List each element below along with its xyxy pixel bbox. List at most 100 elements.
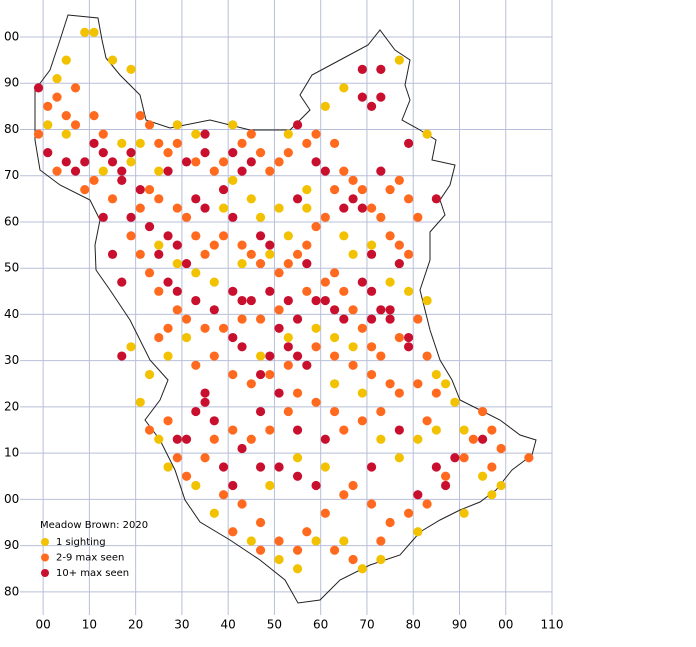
dot <box>181 471 192 481</box>
legend: 1 sighting 2-9 max seen 10+ max seen <box>41 537 129 579</box>
dot <box>265 480 275 491</box>
dot <box>246 249 256 259</box>
dot <box>413 527 423 537</box>
legend-marker <box>41 569 49 577</box>
dot <box>329 138 340 148</box>
dot <box>154 434 164 444</box>
dot <box>265 240 275 250</box>
dot <box>163 462 173 472</box>
dot <box>302 240 312 250</box>
dot <box>357 564 367 574</box>
dot <box>283 129 293 139</box>
dot <box>283 258 293 269</box>
dot <box>191 129 201 139</box>
dot <box>524 453 534 463</box>
dot <box>209 305 219 315</box>
dot <box>376 434 386 444</box>
dot <box>366 249 377 259</box>
dot <box>52 92 62 102</box>
dot <box>348 360 358 370</box>
dot <box>237 295 247 306</box>
dot <box>348 554 358 565</box>
dot <box>385 379 395 389</box>
dot <box>274 305 284 315</box>
y-tick-label: 40 <box>4 307 19 321</box>
dot <box>385 277 395 287</box>
y-tick-label: 00 <box>4 29 19 43</box>
dot <box>320 508 330 518</box>
dot <box>478 471 488 481</box>
dot <box>357 416 367 426</box>
dot <box>135 138 145 148</box>
dot <box>154 249 164 259</box>
dot <box>200 249 210 259</box>
dot <box>320 295 330 306</box>
y-tick-label: 80 <box>4 122 19 136</box>
dot <box>191 268 201 278</box>
dot <box>274 388 284 398</box>
dot <box>292 120 303 130</box>
dot <box>200 147 210 158</box>
dot <box>181 212 192 222</box>
dot <box>228 147 238 158</box>
dot <box>459 453 469 463</box>
dot <box>302 258 312 269</box>
dot <box>302 360 312 370</box>
dot <box>218 323 229 333</box>
dot <box>292 453 303 463</box>
dot <box>329 268 340 278</box>
x-tick-label: 70 <box>359 618 374 632</box>
dot <box>126 212 136 222</box>
dot <box>274 157 284 167</box>
dot <box>385 184 395 195</box>
dot <box>311 342 321 352</box>
dot <box>246 194 256 204</box>
county-outline <box>34 14 537 604</box>
dot <box>394 388 404 398</box>
dot <box>52 74 62 84</box>
dot <box>376 554 386 565</box>
dot <box>376 351 386 361</box>
dot <box>135 397 145 407</box>
dot <box>218 203 229 213</box>
dot <box>209 508 219 518</box>
dot <box>246 157 256 167</box>
dot <box>329 305 340 315</box>
dot <box>339 203 349 213</box>
dot <box>413 379 423 389</box>
dot <box>228 120 238 130</box>
dot <box>89 175 99 185</box>
dot <box>422 129 432 139</box>
dot <box>200 129 210 139</box>
dot <box>237 443 247 454</box>
dot <box>144 369 155 380</box>
dot <box>89 138 99 148</box>
dot <box>348 305 358 315</box>
dot <box>413 314 423 324</box>
dot <box>302 203 312 213</box>
dot <box>441 480 451 491</box>
dot <box>265 425 275 435</box>
dot <box>200 453 210 463</box>
dot <box>172 434 182 444</box>
dot <box>274 268 284 278</box>
dot <box>292 425 303 435</box>
dot <box>292 471 303 481</box>
dot <box>357 388 367 398</box>
dot <box>348 249 358 259</box>
dot <box>89 111 99 121</box>
dot <box>292 564 303 574</box>
dot <box>200 323 210 333</box>
dot <box>154 138 164 148</box>
dot <box>292 545 303 555</box>
dot <box>163 277 173 287</box>
dot <box>422 499 432 509</box>
dot <box>339 314 349 324</box>
dots <box>33 27 534 574</box>
dot <box>172 240 182 250</box>
dot <box>163 416 173 426</box>
dot <box>431 462 441 472</box>
dot <box>237 342 247 352</box>
y-tick-label: 20 <box>4 399 19 413</box>
dot <box>413 434 423 444</box>
